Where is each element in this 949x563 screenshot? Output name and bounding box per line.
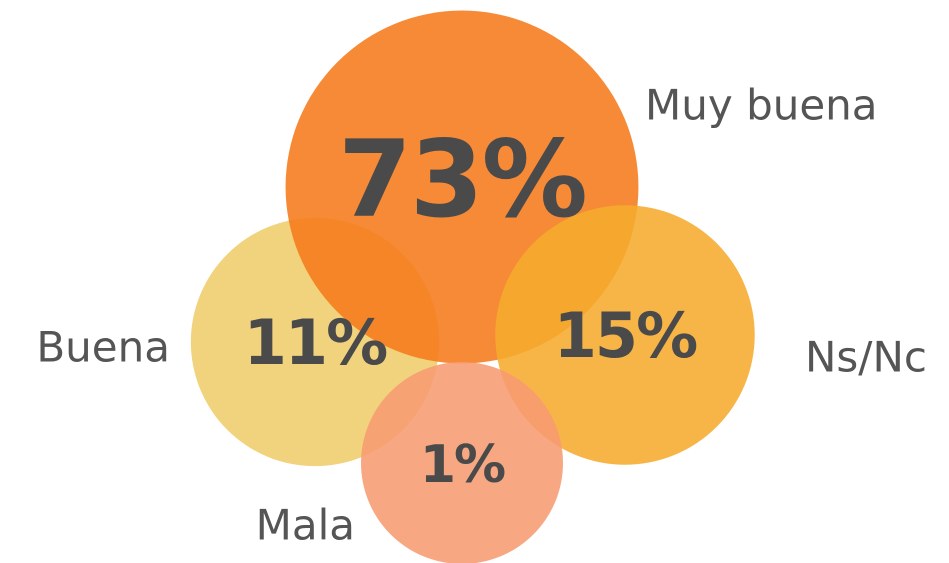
value-label: 11% [244,306,387,379]
bubble [495,205,755,465]
value-label: 73% [338,118,586,241]
bubble [361,362,563,563]
category-label: Muy buena [645,81,878,130]
category-label: Buena [36,323,170,372]
value-label: 15% [554,299,697,372]
category-label: Ns/Nc [805,333,927,382]
category-label: Mala [256,501,355,550]
bubbles [190,10,755,563]
value-label: 1% [420,435,505,495]
